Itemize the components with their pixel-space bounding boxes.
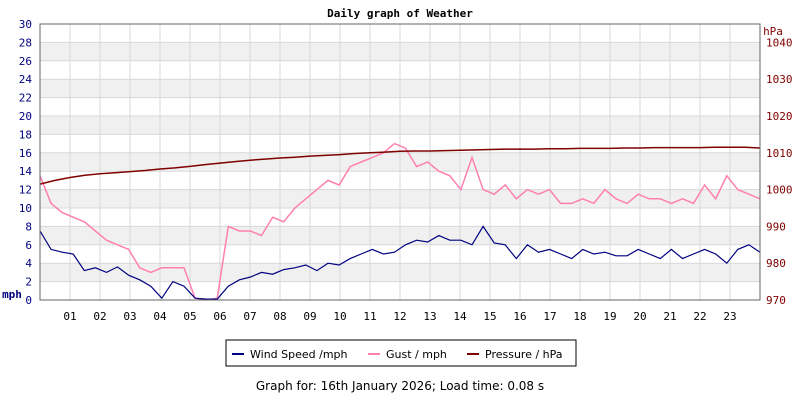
x-tick-label: 19	[603, 310, 616, 323]
x-tick-label: 14	[453, 310, 467, 323]
y-left-tick-label: 6	[25, 239, 32, 252]
series-wind-speed-line	[39, 225, 761, 300]
series-layer	[39, 142, 761, 301]
x-tick-label: 03	[123, 310, 136, 323]
y-right-tick-label: 1000	[766, 184, 793, 197]
x-tick-label: 08	[273, 310, 286, 323]
y-left-tick-label: 14	[19, 165, 33, 178]
y-left-tick-label: 20	[19, 110, 32, 123]
x-tick-label: 04	[153, 310, 167, 323]
legend-box	[225, 339, 577, 367]
legend: Wind Speed /mph Gust / mph Pressure / hPa	[232, 348, 563, 361]
y-right-unit: hPa	[763, 25, 783, 38]
x-tick-label: 13	[423, 310, 436, 323]
x-tick-label: 11	[363, 310, 376, 323]
y-left-tick-label: 12	[19, 184, 32, 197]
y-right-tick-label: 1030	[766, 73, 793, 86]
x-tick-label: 21	[663, 310, 676, 323]
x-tick-label: 06	[213, 310, 226, 323]
legend-label: Pressure / hPa	[485, 348, 563, 361]
y-left-tick-label: 24	[19, 73, 33, 86]
legend-label: Wind Speed /mph	[250, 348, 348, 361]
y-left-tick-label: 0	[25, 294, 32, 307]
y-left-tick-label: 8	[25, 220, 32, 233]
y-left-tick-label: 4	[25, 257, 32, 270]
x-tick-label: 10	[333, 310, 346, 323]
y-right-tick-label: 1010	[766, 147, 793, 160]
x-tick-label: 18	[573, 310, 586, 323]
y-left-tick-label: 22	[19, 92, 32, 105]
y-left-tick-label: 30	[19, 18, 32, 31]
chart-title: Daily graph of Weather	[327, 7, 473, 20]
x-tick-label: 07	[243, 310, 256, 323]
legend-label: Gust / mph	[386, 348, 447, 361]
y-left-tick-label: 10	[19, 202, 32, 215]
y-right-tick-label: 970	[766, 294, 786, 307]
y-left-tick-label: 26	[19, 55, 32, 68]
x-tick-label: 17	[543, 310, 556, 323]
x-tick-label: 02	[93, 310, 106, 323]
y-left-tick-label: 28	[19, 36, 32, 49]
y-right-tick-label: 980	[766, 257, 786, 270]
x-tick-label: 12	[393, 310, 406, 323]
graph-caption: Graph for: 16th January 2026; Load time:…	[255, 379, 545, 393]
x-tick-label: 05	[183, 310, 196, 323]
y-left-tick-label: 18	[19, 128, 32, 141]
x-tick-label: 09	[303, 310, 316, 323]
plot-frame	[39, 23, 761, 301]
x-tick-label: 15	[483, 310, 496, 323]
y-left-tick-label: 2	[25, 276, 32, 289]
y-left-tick-label: 16	[19, 147, 32, 160]
x-tick-label: 23	[723, 310, 736, 323]
y-left-unit: mph	[2, 288, 22, 301]
y-right-tick-label: 1040	[766, 36, 793, 49]
y-right-tick-label: 990	[766, 220, 786, 233]
x-tick-label: 20	[633, 310, 646, 323]
y-right-tick-label: 1020	[766, 110, 793, 123]
series-pressure-line	[39, 146, 761, 185]
series-gust-line	[39, 142, 761, 301]
x-tick-label: 16	[513, 310, 526, 323]
x-tick-label: 22	[693, 310, 706, 323]
x-tick-label: 01	[63, 310, 76, 323]
